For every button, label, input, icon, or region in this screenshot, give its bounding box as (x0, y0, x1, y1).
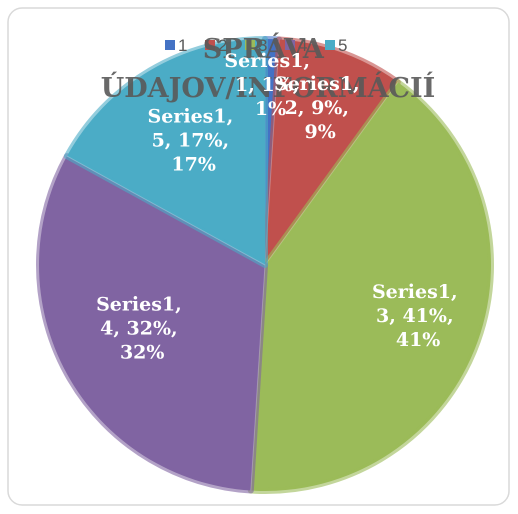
data-label: Series1, 2, 9%, 9% (274, 73, 366, 143)
pie-slice (247, 79, 494, 494)
data-label: Series1, 4, 32%, 32% (96, 294, 188, 364)
legend-label: 5 (338, 36, 347, 55)
data-label: Series1, 1, 1%, 1% (224, 50, 316, 120)
data-label: Series1, 5, 17%, 17% (148, 105, 240, 175)
slice-edge (66, 155, 266, 266)
data-label: Series1, 3, 41%, 41% (372, 281, 464, 351)
legend-swatch (205, 40, 215, 50)
legend-label: 1 (178, 36, 187, 55)
legend: 1 2 3 4 5 (165, 36, 347, 55)
chart-title: SPRÁVA ÚDAJOV/INFORMÁCIÍ (101, 32, 436, 104)
pie (36, 36, 494, 494)
legend-swatch (165, 40, 175, 50)
slice-edge (250, 264, 266, 491)
legend-swatch (285, 40, 295, 50)
legend-label: 4 (298, 36, 307, 55)
legend-swatch (325, 40, 335, 50)
pie-slice (63, 36, 268, 268)
legend-swatch (245, 40, 255, 50)
slice-edge (264, 81, 399, 266)
legend-label: 3 (258, 36, 267, 55)
legend-label: 2 (218, 36, 227, 55)
pie-slice (36, 153, 268, 494)
pie-slice (262, 36, 401, 268)
